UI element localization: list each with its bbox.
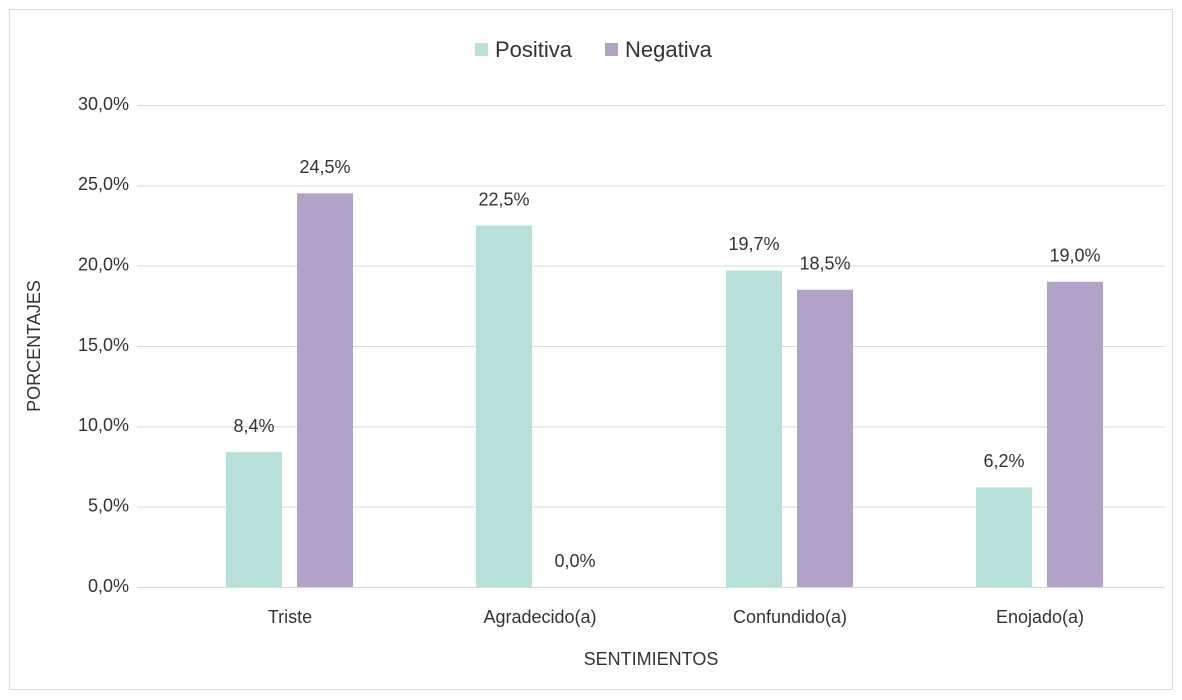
x-tick-label: Triste bbox=[268, 607, 312, 627]
value-label: 22,5% bbox=[478, 189, 529, 209]
bar bbox=[476, 225, 532, 587]
bar bbox=[297, 193, 353, 587]
x-axis-title: SENTIMIENTOS bbox=[584, 649, 719, 669]
x-tick-label: Agradecido(a) bbox=[483, 607, 596, 627]
value-label: 18,5% bbox=[799, 254, 850, 274]
legend-label: Positiva bbox=[495, 37, 573, 62]
y-tick-label: 30,0% bbox=[78, 94, 129, 114]
legend-swatch bbox=[605, 43, 618, 56]
y-tick-label: 15,0% bbox=[78, 335, 129, 355]
value-label: 6,2% bbox=[983, 451, 1024, 471]
value-label: 0,0% bbox=[554, 551, 595, 571]
y-tick-label: 20,0% bbox=[78, 254, 129, 274]
y-tick-label: 25,0% bbox=[78, 174, 129, 194]
bar bbox=[226, 452, 282, 587]
y-tick-label: 10,0% bbox=[78, 415, 129, 435]
bar bbox=[976, 487, 1032, 587]
value-label: 8,4% bbox=[233, 416, 274, 436]
x-tick-label: Enojado(a) bbox=[996, 607, 1084, 627]
bar bbox=[726, 270, 782, 587]
value-label: 19,0% bbox=[1049, 245, 1100, 265]
x-tick-label: Confundido(a) bbox=[733, 607, 847, 627]
legend-label: Negativa bbox=[625, 37, 713, 62]
value-label: 19,7% bbox=[728, 234, 779, 254]
bar bbox=[797, 289, 853, 587]
legend-swatch bbox=[475, 43, 488, 56]
y-tick-label: 5,0% bbox=[88, 495, 129, 515]
y-axis-title: PORCENTAJES bbox=[24, 280, 44, 412]
value-label: 24,5% bbox=[299, 157, 350, 177]
y-tick-label: 0,0% bbox=[88, 576, 129, 596]
bar bbox=[1047, 281, 1103, 587]
